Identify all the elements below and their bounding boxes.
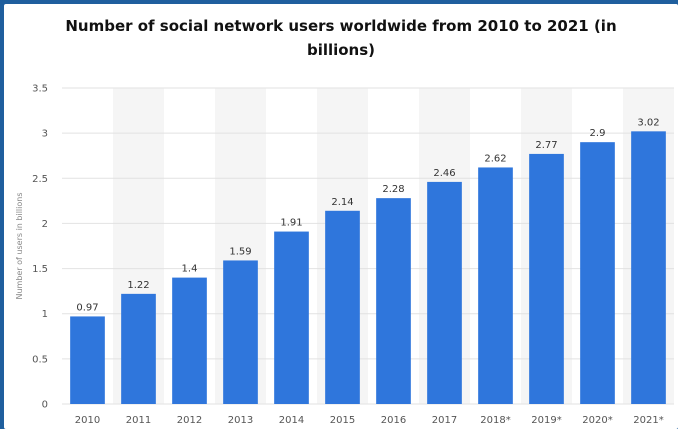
x-tick-label: 2020* <box>582 415 612 426</box>
y-tick-label: 3.5 <box>32 84 48 95</box>
bar <box>478 167 513 404</box>
x-tick-label: 2021* <box>633 415 663 426</box>
bar-value-label: 2.77 <box>535 140 557 151</box>
bar <box>376 198 411 404</box>
y-tick-label: 2 <box>42 219 48 230</box>
bar <box>274 231 309 404</box>
x-tick-label: 2019* <box>531 415 561 426</box>
bar <box>172 277 207 404</box>
bar-value-label: 0.97 <box>76 302 98 313</box>
x-tick-label: 2018* <box>480 415 510 426</box>
bar-value-label: 1.22 <box>127 280 149 291</box>
bar <box>580 142 615 404</box>
bar-value-label: 1.4 <box>182 264 198 275</box>
y-tick-label: 0.5 <box>32 354 48 365</box>
y-tick-label: 2.5 <box>32 174 48 185</box>
bar-value-label: 2.62 <box>484 153 506 164</box>
y-tick-label: 1.5 <box>32 264 48 275</box>
x-tick-label: 2017 <box>432 415 457 426</box>
bar <box>325 210 360 404</box>
x-tick-label: 2010 <box>75 415 100 426</box>
y-axis-label: Number of users in billions <box>15 192 24 299</box>
y-tick-label: 3 <box>42 129 48 140</box>
x-tick-label: 2013 <box>228 415 253 426</box>
x-tick-label: 2012 <box>177 415 202 426</box>
bar <box>223 260 258 404</box>
y-tick-label: 0 <box>42 400 48 411</box>
x-tick-label: 2014 <box>279 415 304 426</box>
x-tick-label: 2011 <box>126 415 151 426</box>
chart-title: Number of social network users worldwide… <box>65 17 617 59</box>
bar <box>529 153 564 404</box>
bar-value-label: 3.02 <box>637 117 659 128</box>
bar-value-label: 2.9 <box>590 128 606 139</box>
x-tick-label: 2015 <box>330 415 355 426</box>
y-tick-label: 1 <box>42 309 48 320</box>
bar-value-label: 1.91 <box>280 218 302 229</box>
bar <box>70 316 105 404</box>
bar-value-label: 2.14 <box>331 197 353 208</box>
bar-value-label: 2.28 <box>382 184 404 195</box>
bar <box>427 181 462 404</box>
bar-value-label: 2.46 <box>433 168 455 179</box>
x-tick-label: 2016 <box>381 415 406 426</box>
bar <box>631 131 666 404</box>
bar <box>121 293 156 404</box>
bar-value-label: 1.59 <box>229 246 251 257</box>
